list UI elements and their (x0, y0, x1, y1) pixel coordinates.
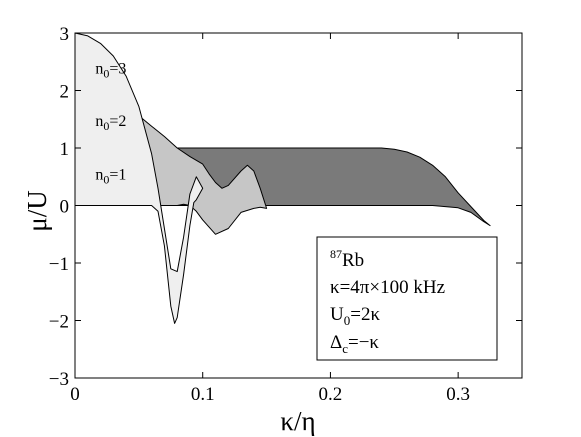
tick-labels-layer: 0 0.1 0.2 0.3 −3 −2 −1 0 1 2 3 (49, 24, 470, 405)
y-tick-label: 2 (60, 82, 70, 103)
band-label-n0-2: n0=2 (95, 113, 126, 133)
legend-u0-rest: =2κ (350, 304, 380, 325)
y-tick-label: 0 (60, 197, 70, 218)
legend-box: 87Rb κ=4π×100 kHz U0=2κ Δc=−κ (316, 236, 498, 361)
x-tick-label: 0 (70, 384, 80, 405)
band-n0-3 (74, 32, 204, 324)
legend-delta-sub: c (342, 341, 348, 356)
y-tick-label: −1 (49, 254, 69, 275)
y-tick-label: −2 (49, 312, 69, 333)
legend-line-u0: U0=2κ (330, 304, 380, 328)
legend-line-kappa: κ=4π×100 kHz (330, 277, 445, 298)
legend-line-delta: Δc=−κ (330, 332, 379, 356)
band-labels-layer: n0=1 n0=2 n0=3 (95, 60, 126, 186)
x-tick-label: 0.3 (446, 384, 470, 405)
x-tick-label: 0.2 (319, 384, 343, 405)
y-axis-label: μ/U (22, 190, 52, 231)
y-tick-label: −3 (49, 369, 69, 390)
ticks-layer (74, 32, 522, 379)
legend-delta-base: Δ (330, 332, 342, 353)
legend-u0-base: U (330, 304, 344, 325)
legend-line-isotope: 87Rb (330, 247, 364, 271)
legend-isotope-mass: 87 (330, 247, 342, 261)
legend-frame (316, 236, 498, 361)
legend-u0-sub: 0 (344, 313, 351, 328)
legend-isotope-element: Rb (342, 250, 364, 271)
y-tick-label: 1 (60, 139, 70, 160)
x-axis-label: κ/η (280, 406, 315, 436)
bands-layer (74, 32, 491, 324)
x-tick-label: 0.1 (191, 384, 215, 405)
legend-delta-rest: =−κ (348, 332, 379, 353)
y-tick-label: 3 (60, 24, 70, 45)
band-label-n0-1: n0=1 (95, 167, 126, 187)
band-label-n0-3: n0=3 (95, 60, 126, 80)
